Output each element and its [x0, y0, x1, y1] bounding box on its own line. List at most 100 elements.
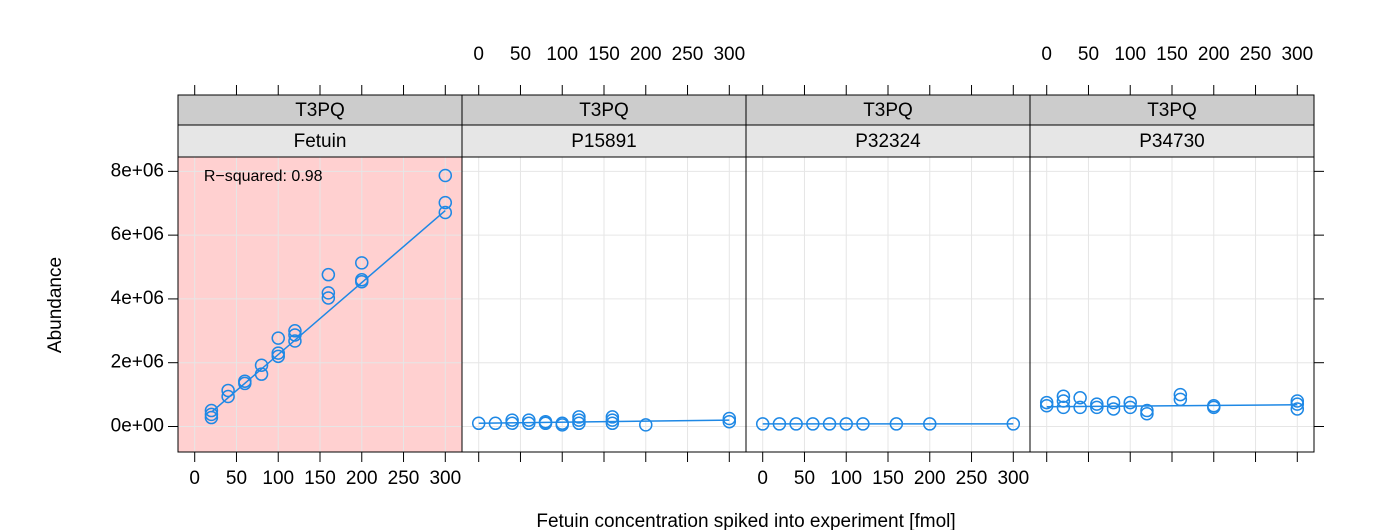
point — [822, 417, 837, 431]
y-axis-label: Abundance — [45, 257, 66, 353]
x-tick-label: 300 — [713, 44, 745, 65]
point — [505, 416, 519, 431]
point — [238, 376, 252, 391]
point — [806, 417, 820, 431]
x-tick-label: 150 — [872, 468, 904, 489]
point — [1006, 417, 1021, 431]
point — [288, 328, 302, 342]
point — [538, 416, 553, 431]
point — [321, 267, 336, 282]
point — [839, 417, 853, 431]
point — [1039, 399, 1054, 413]
fit-line — [478, 419, 730, 425]
point — [204, 410, 219, 425]
strip-top-label: T3PQ — [863, 100, 913, 121]
x-tick-label: 50 — [226, 468, 247, 489]
point — [1290, 402, 1305, 416]
fit-line — [1046, 404, 1298, 408]
point — [1290, 394, 1305, 408]
point — [204, 407, 219, 422]
strip-top — [745, 94, 1031, 126]
point — [488, 416, 503, 431]
point — [572, 416, 586, 431]
point — [1173, 392, 1188, 407]
point — [271, 346, 285, 360]
point — [221, 389, 235, 404]
point — [605, 413, 620, 427]
point — [522, 416, 536, 431]
point — [1039, 395, 1054, 410]
point — [755, 417, 770, 431]
point — [1073, 391, 1087, 405]
point — [639, 418, 653, 432]
y-tick-label: 2e+06 — [111, 352, 164, 373]
x-tick-label: 0 — [189, 468, 200, 489]
x-tick-label: 250 — [956, 468, 988, 489]
x-tick-label: 300 — [429, 468, 461, 489]
point — [204, 403, 219, 418]
x-tick-label: 150 — [304, 468, 336, 489]
x-tick-label: 200 — [1198, 44, 1230, 65]
x-tick-label: 100 — [1114, 44, 1146, 65]
y-tick-label: 6e+06 — [111, 224, 164, 245]
point — [321, 286, 336, 300]
x-tick-label: 250 — [672, 44, 704, 65]
point — [254, 358, 269, 373]
panel-frame — [1029, 156, 1315, 453]
x-tick-label: 50 — [794, 468, 815, 489]
x-tick-label: 0 — [473, 44, 484, 65]
point — [1056, 400, 1071, 415]
x-tick-label: 300 — [1281, 44, 1313, 65]
strip-top — [177, 94, 463, 126]
x-tick-label: 200 — [914, 468, 946, 489]
strip-label: P32324 — [855, 131, 921, 152]
point — [1207, 400, 1221, 415]
x-axis-label: Fetuin concentration spiked into experim… — [536, 511, 955, 530]
strip-top-label: T3PQ — [295, 100, 345, 121]
point — [271, 331, 285, 345]
x-tick-label: 50 — [510, 44, 531, 65]
x-tick-label: 200 — [346, 468, 378, 489]
point — [355, 274, 369, 289]
point — [923, 417, 937, 431]
strip-label: P15891 — [571, 131, 637, 152]
point — [555, 418, 569, 432]
point — [1140, 406, 1154, 421]
x-tick-label: 100 — [262, 468, 294, 489]
point — [572, 413, 586, 427]
x-tick-label: 300 — [997, 468, 1029, 489]
point — [605, 410, 620, 424]
x-tick-label: 250 — [1240, 44, 1272, 65]
point — [221, 383, 235, 398]
point — [1106, 395, 1121, 410]
y-tick-label: 4e+06 — [111, 288, 164, 309]
point — [772, 417, 787, 431]
y-tick-label: 8e+06 — [111, 160, 164, 181]
annotation: R−squared: 0.98 — [204, 168, 323, 185]
point — [438, 205, 453, 220]
point — [1090, 400, 1104, 415]
y-tick-label: 0e+00 — [111, 416, 164, 437]
point — [288, 324, 302, 338]
point — [722, 411, 737, 426]
point — [471, 416, 486, 431]
point — [321, 291, 336, 305]
point — [789, 417, 803, 431]
point — [1090, 397, 1104, 411]
point — [572, 410, 586, 424]
point — [722, 414, 737, 429]
x-tick-label: 250 — [388, 468, 420, 489]
x-tick-label: 0 — [1041, 44, 1052, 65]
x-tick-label: 150 — [1156, 44, 1188, 65]
strip-label: P34730 — [1139, 131, 1205, 152]
point — [1073, 400, 1087, 415]
point — [1056, 394, 1071, 408]
point — [1123, 400, 1137, 415]
point — [1123, 395, 1137, 410]
point — [1106, 402, 1121, 416]
point — [605, 416, 620, 431]
strip-top-label: T3PQ — [579, 100, 629, 121]
point — [438, 195, 453, 210]
point — [254, 367, 269, 381]
